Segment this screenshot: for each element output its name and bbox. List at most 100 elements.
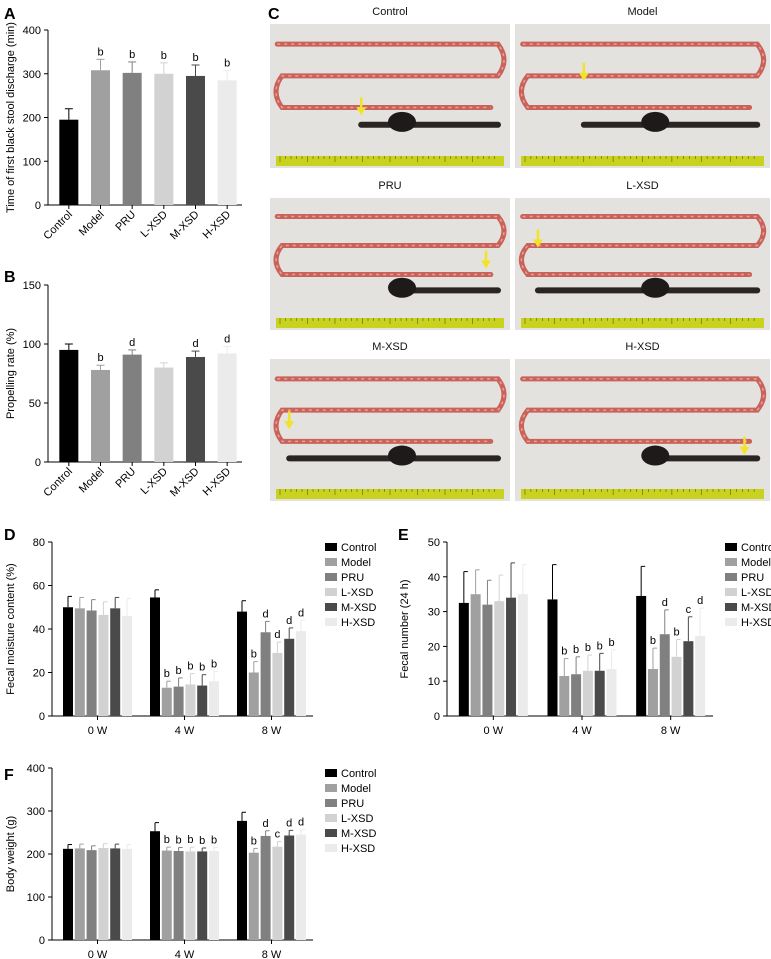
significance-label: b: [650, 635, 656, 647]
intestine-illustration: [270, 198, 510, 330]
significance-label: b: [561, 646, 567, 658]
intestine-illustration: [515, 24, 770, 168]
significance-label: b: [573, 644, 579, 656]
bar: [209, 681, 219, 716]
bar: [237, 611, 247, 716]
x-tick-label: 0 W: [88, 725, 108, 737]
panel-label-a: A: [4, 6, 16, 23]
photo-background: [270, 359, 510, 501]
bar: [217, 80, 237, 205]
bar: [197, 685, 208, 716]
bar: [260, 632, 271, 716]
y-tick-label: 50: [428, 537, 440, 549]
bar: [470, 594, 481, 716]
legend-label: Model: [341, 783, 371, 795]
y-tick-label: 40: [428, 572, 440, 584]
bar: [86, 610, 97, 716]
bar: [272, 652, 283, 716]
significance-label: b: [585, 642, 591, 654]
significance-label: b: [211, 658, 217, 670]
bar: [74, 608, 85, 716]
y-tick-label: 10: [428, 676, 440, 688]
legend-label: Control: [341, 768, 376, 780]
x-tick-label: PRU: [113, 466, 138, 491]
photo-title: Model: [627, 6, 658, 18]
bar: [217, 353, 237, 462]
significance-label: d: [192, 338, 198, 350]
bar: [173, 850, 184, 940]
significance-label: b: [199, 835, 205, 847]
legend-label: Control: [341, 542, 376, 554]
arrow-head-icon: [284, 421, 295, 430]
legend-swatch: [325, 588, 337, 596]
significance-label: d: [286, 615, 292, 627]
bar: [594, 670, 605, 716]
x-tick-label: Control: [41, 466, 75, 500]
intestine-loop: [273, 376, 507, 444]
legend-label: M-XSD: [341, 602, 377, 614]
significance-label: c: [686, 604, 692, 616]
bar: [150, 597, 160, 716]
bar: [161, 687, 172, 716]
x-tick-label: H-XSD: [201, 209, 234, 242]
bar: [260, 835, 271, 940]
legend-swatch: [325, 618, 337, 626]
bar: [173, 686, 184, 716]
bar: [63, 607, 73, 716]
bar: [571, 674, 582, 716]
bar: [683, 641, 694, 716]
arrow-head-icon: [481, 260, 491, 269]
y-tick-label: 300: [27, 806, 45, 818]
legend-swatch: [325, 558, 337, 566]
significance-label: d: [697, 595, 703, 607]
significance-label: b: [187, 661, 193, 673]
bar: [284, 638, 295, 716]
intestine-photo: [270, 359, 510, 501]
intestine-illustration: [515, 359, 770, 501]
intestine-loop: [518, 41, 767, 111]
y-tick-label: 100: [23, 339, 41, 351]
bar: [506, 597, 517, 716]
significance-label: b: [597, 640, 603, 652]
bar: [296, 834, 306, 940]
significance-label: b: [97, 46, 103, 58]
photo-background: [515, 24, 770, 168]
bar: [494, 601, 505, 716]
cecum: [388, 445, 416, 466]
significance-label: b: [176, 835, 182, 847]
x-tick-label: 8 W: [262, 949, 282, 959]
significance-label: b: [608, 637, 614, 649]
photo-panel-l-xsd: L-XSD: [515, 180, 770, 330]
photo-title: Control: [372, 6, 408, 18]
significance-label: d: [662, 597, 668, 609]
x-tick-label: M-XSD: [168, 466, 202, 500]
y-axis-label: Body weight (g): [5, 816, 17, 892]
x-tick-label: H-XSD: [201, 466, 234, 499]
x-tick-label: 0 W: [88, 949, 108, 959]
x-tick-label: Model: [77, 209, 107, 239]
significance-label: b: [129, 49, 135, 61]
significance-label: d: [298, 816, 304, 828]
bar: [209, 850, 219, 940]
x-tick-label: 0 W: [484, 725, 504, 737]
legend-label: PRU: [741, 572, 764, 584]
bar: [248, 672, 259, 716]
significance-label: b: [251, 649, 257, 661]
y-axis-label: Fecal number (24 h): [399, 579, 411, 678]
significance-label: b: [199, 662, 205, 674]
bar: [636, 595, 647, 716]
bar: [186, 356, 205, 462]
arrow-head-icon: [739, 446, 750, 455]
photo-title: M-XSD: [372, 341, 408, 353]
legend-swatch: [325, 814, 337, 822]
y-tick-label: 40: [33, 624, 45, 636]
legend-swatch: [725, 543, 737, 551]
bar: [559, 675, 570, 716]
significance-label: d: [129, 337, 135, 349]
bar: [296, 631, 306, 716]
y-tick-label: 20: [33, 668, 45, 680]
y-tick-label: 150: [23, 280, 41, 292]
legend-swatch: [725, 588, 737, 596]
legend-swatch: [325, 543, 337, 551]
y-tick-label: 200: [23, 113, 41, 125]
